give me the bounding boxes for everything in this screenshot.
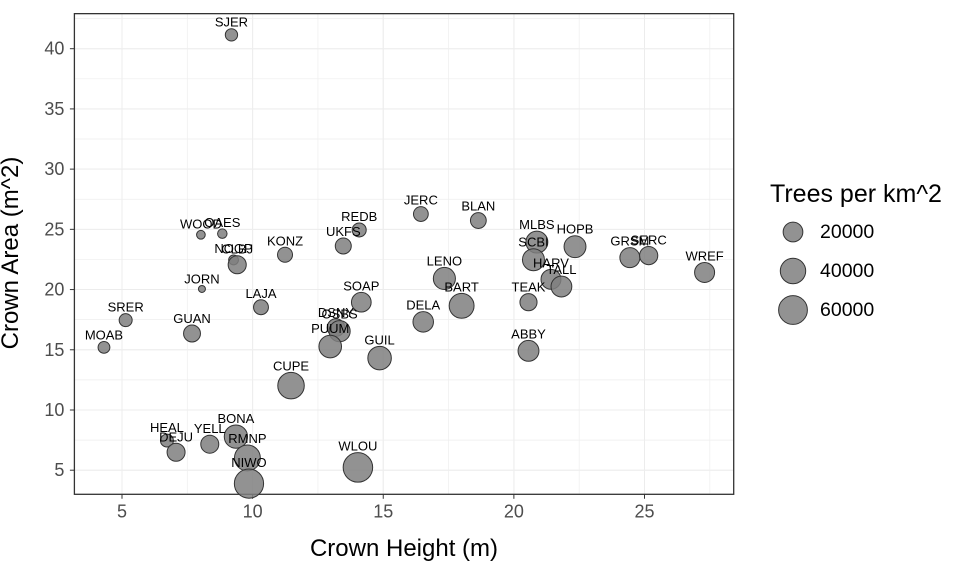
svg-text:40: 40 bbox=[44, 39, 64, 59]
svg-text:ABBY: ABBY bbox=[511, 326, 546, 341]
svg-text:LENO: LENO bbox=[427, 253, 462, 268]
svg-text:UKFS: UKFS bbox=[326, 224, 361, 239]
svg-text:JORN: JORN bbox=[184, 271, 219, 286]
svg-text:OSBS: OSBS bbox=[322, 307, 358, 322]
svg-text:25: 25 bbox=[634, 501, 654, 521]
svg-text:20: 20 bbox=[504, 501, 524, 521]
svg-text:30: 30 bbox=[44, 159, 64, 179]
svg-text:REDB: REDB bbox=[341, 209, 377, 224]
svg-text:MOAB: MOAB bbox=[85, 327, 123, 342]
svg-text:BART: BART bbox=[444, 279, 478, 294]
svg-text:NIWO: NIWO bbox=[231, 455, 266, 470]
svg-text:GUAN: GUAN bbox=[173, 311, 211, 326]
svg-text:BLAN: BLAN bbox=[461, 199, 495, 214]
svg-text:15: 15 bbox=[373, 501, 393, 521]
svg-text:20000: 20000 bbox=[820, 221, 874, 243]
svg-text:5: 5 bbox=[54, 460, 64, 480]
svg-text:SJER: SJER bbox=[215, 15, 248, 30]
svg-text:CLBJ: CLBJ bbox=[221, 242, 253, 257]
svg-text:SRER: SRER bbox=[108, 300, 144, 315]
svg-text:MLBS: MLBS bbox=[519, 217, 555, 232]
svg-text:5: 5 bbox=[117, 501, 127, 521]
svg-text:20: 20 bbox=[44, 280, 64, 300]
svg-text:KONZ: KONZ bbox=[267, 233, 303, 248]
svg-text:60000: 60000 bbox=[820, 299, 874, 321]
svg-text:CUPE: CUPE bbox=[273, 358, 309, 373]
svg-text:HOPB: HOPB bbox=[557, 222, 594, 237]
svg-text:DEJU: DEJU bbox=[159, 429, 193, 444]
svg-text:SERC: SERC bbox=[631, 233, 667, 248]
svg-text:GUIL: GUIL bbox=[364, 332, 394, 347]
svg-text:WREF: WREF bbox=[685, 248, 723, 263]
svg-text:BONA: BONA bbox=[217, 411, 254, 426]
svg-text:TEAK: TEAK bbox=[512, 280, 546, 295]
svg-text:10: 10 bbox=[44, 400, 64, 420]
svg-text:40000: 40000 bbox=[820, 260, 874, 282]
svg-text:10: 10 bbox=[243, 501, 263, 521]
svg-text:PUUM: PUUM bbox=[311, 321, 349, 336]
svg-text:Crown Area (m^2): Crown Area (m^2) bbox=[0, 157, 24, 350]
svg-text:25: 25 bbox=[44, 219, 64, 239]
svg-text:WLOU: WLOU bbox=[338, 439, 377, 454]
svg-text:OAES: OAES bbox=[204, 215, 240, 230]
svg-text:Crown Height (m): Crown Height (m) bbox=[310, 535, 498, 562]
svg-text:15: 15 bbox=[44, 340, 64, 360]
svg-text:JERC: JERC bbox=[404, 193, 438, 208]
svg-text:Trees per km^2: Trees per km^2 bbox=[770, 180, 942, 208]
svg-text:35: 35 bbox=[44, 99, 64, 119]
svg-text:SCBI: SCBI bbox=[518, 235, 548, 250]
svg-text:RMNP: RMNP bbox=[228, 431, 266, 446]
svg-text:DELA: DELA bbox=[406, 298, 440, 313]
svg-text:LAJA: LAJA bbox=[245, 286, 276, 301]
svg-text:SOAP: SOAP bbox=[343, 278, 379, 293]
svg-text:TALL: TALL bbox=[546, 262, 576, 277]
